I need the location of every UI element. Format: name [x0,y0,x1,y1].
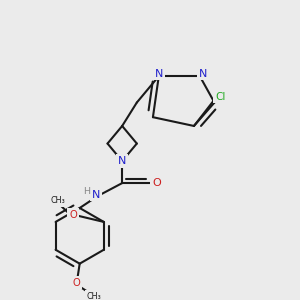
Text: Cl: Cl [215,92,226,102]
Text: N: N [92,190,100,200]
Text: CH₃: CH₃ [50,196,65,205]
Text: O: O [69,210,77,220]
Text: H: H [82,187,90,196]
Text: N: N [118,156,126,166]
Text: O: O [152,178,161,188]
Text: N: N [199,69,207,79]
Text: CH₃: CH₃ [86,292,101,300]
Text: O: O [73,278,81,288]
Text: N: N [154,69,163,79]
